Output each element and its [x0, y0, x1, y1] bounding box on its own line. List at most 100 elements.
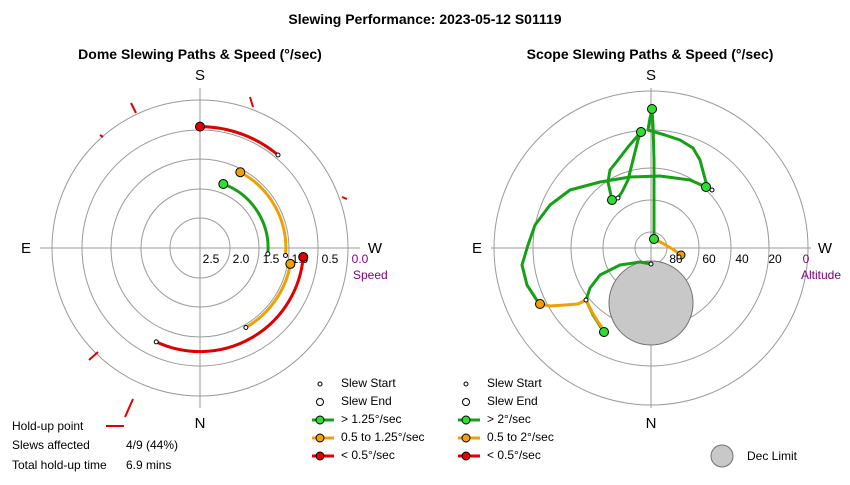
legend-slew-end-marker	[462, 398, 470, 406]
scope-slew-end	[599, 327, 609, 337]
dome-series-arc	[245, 263, 292, 329]
scope-path-fast	[616, 130, 643, 200]
scope-legend: Slew Start Slew End > 2°/sec 0.5 to 2°/s…	[458, 376, 798, 468]
dome-holdup-markers	[88, 96, 348, 418]
scope-path-medium	[538, 298, 588, 308]
legend-dot-fast	[461, 415, 471, 425]
holdup-label: Hold-up point	[12, 419, 84, 433]
dome-slew-end	[235, 167, 246, 178]
dome-radial-tick: 2.0	[233, 252, 250, 266]
dome-slew-start	[275, 152, 281, 158]
scope-slew-start	[676, 254, 682, 260]
scope-compass-bottom: N	[646, 415, 657, 432]
dome-compass-top: S	[195, 67, 205, 84]
dome-radial-tick: 0.5	[322, 252, 339, 266]
dome-radial-tick: 2.5	[203, 252, 220, 266]
dome-series-arc	[239, 170, 288, 256]
scope-chart: Scope Slewing Paths & Speed (°/sec) S N …	[458, 46, 841, 468]
legend-dot-medium	[315, 433, 325, 443]
scope-slew-start	[615, 195, 621, 201]
legend-dot-fast	[315, 415, 325, 425]
legend-dot-medium	[461, 433, 471, 443]
scope-slew-end	[649, 234, 659, 244]
dec-limit-region	[608, 260, 694, 346]
scope-compass-left: E	[472, 240, 482, 257]
scope-radial-label: Altitude	[801, 268, 841, 282]
scope-slew-end	[636, 127, 646, 137]
scope-series-layer	[520, 108, 709, 335]
scope-markers	[535, 104, 715, 337]
legend-entry: Slew Start	[341, 376, 396, 390]
holdup-marker	[249, 96, 254, 108]
dome-slew-start	[243, 324, 249, 330]
dome-radial-tick: 1.5	[263, 252, 280, 266]
scope-chart-title: Scope Slewing Paths & Speed (°/sec)	[527, 46, 774, 62]
legend-entry: > 2°/sec	[487, 412, 531, 426]
holdup-marker	[130, 102, 137, 114]
scope-radial-tick: 20	[768, 252, 782, 266]
legend-entry: 0.5 to 2°/sec	[487, 430, 554, 444]
holdup-marker	[99, 134, 104, 138]
dome-slew-end	[285, 258, 296, 269]
scope-slew-end-medium	[535, 299, 545, 309]
dec-limit-legend-marker	[710, 444, 734, 468]
legend-entry: > 1.25°/sec	[341, 412, 402, 426]
legend-dot-slow	[461, 451, 471, 461]
dome-slew-start	[265, 251, 271, 257]
legend-dot-slow	[315, 451, 325, 461]
dome-compass-right: W	[368, 240, 383, 257]
dome-series-arc	[155, 256, 305, 354]
scope-compass-right: W	[818, 240, 833, 257]
total-holdup-value: 6.9 mins	[126, 458, 171, 472]
dome-slew-start	[153, 339, 159, 345]
dome-radial-label: Speed	[353, 268, 388, 282]
dome-series-arc	[222, 182, 270, 255]
scope-radial-tick: 40	[735, 252, 749, 266]
dome-slew-end	[218, 179, 229, 190]
legend-slew-start-marker	[317, 381, 323, 387]
scope-slew-end	[607, 195, 617, 205]
dome-legend: Slew Start Slew End > 1.25°/sec 0.5 to 1…	[312, 376, 425, 462]
dome-slew-end	[195, 121, 205, 132]
legend-slew-start-marker	[463, 381, 469, 387]
holdup-marker	[124, 398, 134, 418]
scope-path-fast	[646, 108, 709, 188]
scope-slew-start	[583, 297, 589, 303]
legend-entry: Slew Start	[487, 376, 542, 390]
dome-chart-title: Dome Slewing Paths & Speed (°/sec)	[78, 46, 322, 62]
dome-series-arc	[199, 125, 279, 157]
holdup-marker	[88, 351, 99, 361]
scope-slew-start	[648, 261, 654, 267]
dome-compass-left: E	[21, 240, 31, 257]
legend-entry: Slew End	[341, 394, 392, 408]
scope-path-fast	[606, 130, 643, 202]
legend-slew-end-marker	[316, 398, 324, 406]
legend-entry: 0.5 to 1.25°/sec	[341, 430, 425, 444]
legend-entry: < 0.5°/sec	[487, 448, 541, 462]
dome-slew-end	[298, 252, 309, 263]
scope-path-medium	[584, 298, 606, 332]
dome-chart: Dome Slewing Paths & Speed (°/sec) S N E…	[12, 46, 425, 472]
figure-title: Slewing Performance: 2023-05-12 S01119	[288, 11, 561, 27]
scope-compass-top: S	[646, 67, 656, 84]
dome-compass-bottom: N	[195, 415, 206, 432]
scope-slew-start	[709, 187, 715, 193]
scope-path-fast	[520, 174, 708, 304]
legend-entry: < 0.5°/sec	[341, 448, 395, 462]
scope-path-fast	[650, 108, 656, 241]
scope-radial-tick: 60	[702, 252, 716, 266]
holdup-marker	[341, 196, 348, 200]
scope-slew-end	[647, 104, 657, 114]
scope-radial-tick-end: 0	[803, 252, 810, 266]
slews-affected-value: 4/9 (44%)	[126, 438, 178, 452]
dome-series-layer	[153, 121, 309, 354]
dome-slew-start	[283, 252, 289, 258]
scope-slew-end	[701, 182, 711, 192]
slews-affected-label: Slews affected	[12, 438, 90, 452]
total-holdup-label: Total hold-up time	[12, 458, 107, 472]
legend-entry: Slew End	[487, 394, 538, 408]
dec-limit-label: Dec Limit	[747, 449, 798, 463]
dome-radial-tick-end: 0.0	[352, 252, 369, 266]
